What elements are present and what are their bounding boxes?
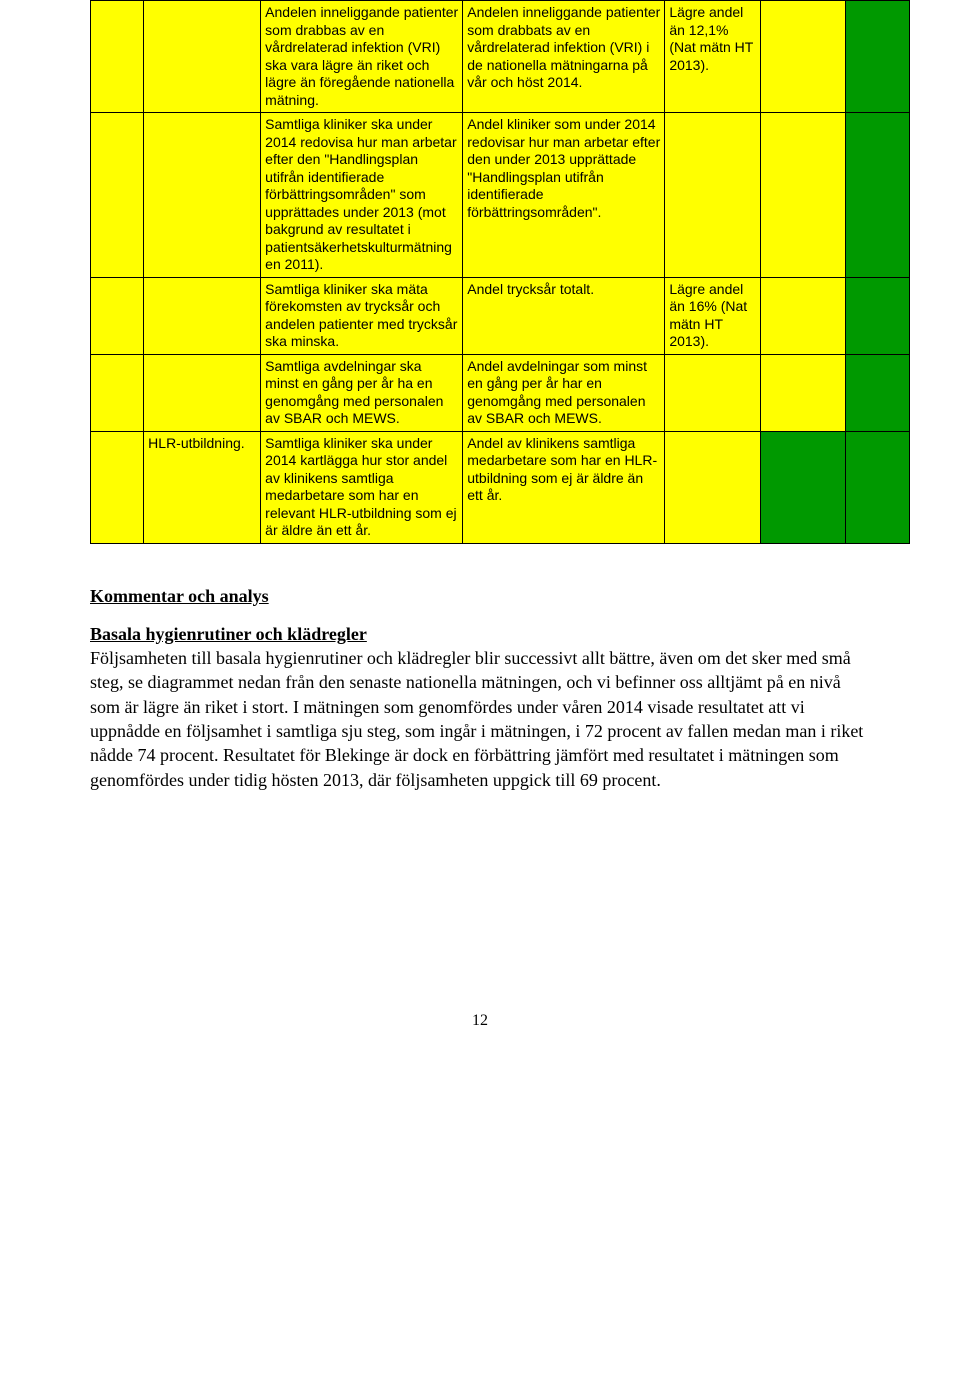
cell-col3: Samtliga kliniker ska mäta förekomsten a… (261, 277, 463, 354)
cell-col5 (665, 354, 761, 431)
table-body: Andelen inneliggande patienter som drabb… (91, 1, 910, 544)
page-number: 12 (0, 1012, 960, 1030)
cell-col5: Lägre andel än 16% (Nat mätn HT 2013). (665, 277, 761, 354)
commentary-subheading: Basala hygienrutiner och klädregler (90, 622, 870, 646)
cell-col6 (761, 354, 846, 431)
commentary-body: Följsamheten till basala hygienrutiner o… (90, 646, 870, 792)
cell-col3: Samtliga kliniker ska under 2014 kartläg… (261, 431, 463, 543)
cell-col1 (91, 277, 144, 354)
cell-col4: Andel trycksår totalt. (463, 277, 665, 354)
table-row: HLR-utbildning.Samtliga kliniker ska und… (91, 431, 910, 543)
cell-col6 (761, 277, 846, 354)
cell-col2 (144, 354, 261, 431)
cell-col6 (761, 431, 846, 543)
cell-col2 (144, 113, 261, 278)
cell-col6 (761, 1, 846, 113)
goals-table: Andelen inneliggande patienter som drabb… (90, 0, 910, 544)
page: Andelen inneliggande patienter som drabb… (0, 0, 960, 1030)
cell-col1 (91, 113, 144, 278)
cell-col7 (846, 277, 910, 354)
table-row: Samtliga avdelningar ska minst en gång p… (91, 354, 910, 431)
cell-col6 (761, 113, 846, 278)
commentary-section: Kommentar och analys Basala hygienrutine… (90, 584, 870, 792)
cell-col1 (91, 431, 144, 543)
cell-col4: Andel avdelningar som minst en gång per … (463, 354, 665, 431)
cell-col7 (846, 1, 910, 113)
cell-col4: Andel kliniker som under 2014 redovisar … (463, 113, 665, 278)
cell-col5 (665, 113, 761, 278)
cell-col2 (144, 277, 261, 354)
table-row: Samtliga kliniker ska under 2014 redovis… (91, 113, 910, 278)
cell-col2 (144, 1, 261, 113)
table-row: Samtliga kliniker ska mäta förekomsten a… (91, 277, 910, 354)
cell-col4: Andelen inneliggande patienter som drabb… (463, 1, 665, 113)
cell-col5 (665, 431, 761, 543)
cell-col3: Samtliga avdelningar ska minst en gång p… (261, 354, 463, 431)
cell-col3: Samtliga kliniker ska under 2014 redovis… (261, 113, 463, 278)
cell-col7 (846, 113, 910, 278)
cell-col7 (846, 354, 910, 431)
commentary-heading: Kommentar och analys (90, 584, 870, 608)
cell-col2: HLR-utbildning. (144, 431, 261, 543)
cell-col1 (91, 354, 144, 431)
table-row: Andelen inneliggande patienter som drabb… (91, 1, 910, 113)
cell-col3: Andelen inneliggande patienter som drabb… (261, 1, 463, 113)
cell-col7 (846, 431, 910, 543)
cell-col4: Andel av klinikens samtliga medarbetare … (463, 431, 665, 543)
cell-col1 (91, 1, 144, 113)
cell-col5: Lägre andel än 12,1% (Nat mätn HT 2013). (665, 1, 761, 113)
